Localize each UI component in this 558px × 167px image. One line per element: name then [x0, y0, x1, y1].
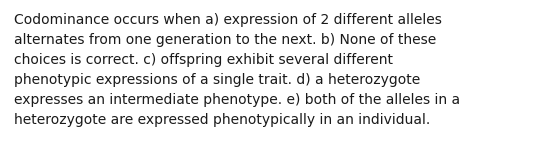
Text: Codominance occurs when a) expression of 2 different alleles
alternates from one: Codominance occurs when a) expression of… [14, 13, 460, 127]
